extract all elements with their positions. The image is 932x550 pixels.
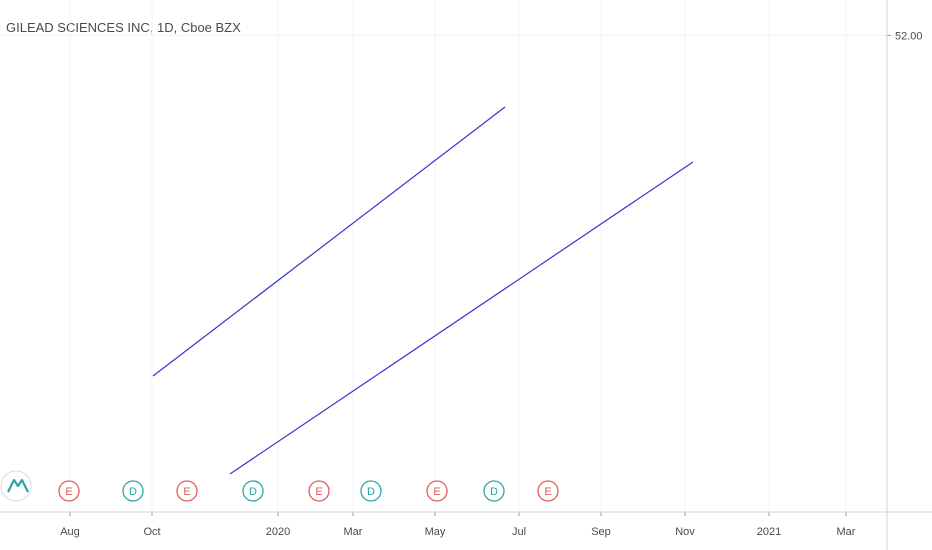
event-marker-dividend: D bbox=[483, 480, 505, 502]
event-letter: E bbox=[315, 486, 322, 498]
event-letter: E bbox=[65, 486, 72, 498]
event-marker-earnings: E bbox=[308, 480, 330, 502]
tradingview-logo bbox=[0, 470, 32, 502]
event-letter: D bbox=[490, 486, 498, 498]
x-tick-label: Jul bbox=[512, 526, 526, 538]
x-tick-label: Nov bbox=[675, 526, 695, 538]
chart-title: GILEAD SCIENCES INC, 1D, Cboe BZX bbox=[6, 20, 241, 35]
x-tick-label: Oct bbox=[143, 526, 160, 538]
event-circle bbox=[176, 480, 198, 502]
x-tick-label: Mar bbox=[837, 526, 856, 538]
x-tick-label: May bbox=[425, 526, 446, 538]
y-tick-label: 56.00 bbox=[895, 0, 923, 3]
event-marker-dividend: D bbox=[242, 480, 264, 502]
event-circle bbox=[360, 480, 382, 502]
x-tick-label: Sep bbox=[591, 526, 611, 538]
event-circle bbox=[58, 480, 80, 502]
logo-circle bbox=[0, 470, 32, 502]
event-circle bbox=[537, 480, 559, 502]
channel-lower-line bbox=[229, 161, 694, 475]
x-tick-label: 2021 bbox=[757, 526, 781, 538]
event-marker-earnings: E bbox=[426, 480, 448, 502]
event-marker-earnings: E bbox=[58, 480, 80, 502]
event-circle bbox=[122, 480, 144, 502]
event-circle bbox=[426, 480, 448, 502]
event-letter: D bbox=[129, 486, 137, 498]
event-letter: E bbox=[183, 486, 190, 498]
logo-mark bbox=[7, 478, 29, 493]
event-letter: E bbox=[433, 486, 440, 498]
event-letter: E bbox=[544, 486, 551, 498]
event-letter: D bbox=[249, 486, 257, 498]
y-tick-label: 52.00 bbox=[895, 30, 923, 42]
event-marker-dividend: D bbox=[122, 480, 144, 502]
event-marker-dividend: D bbox=[360, 480, 382, 502]
x-tick-label: 2020 bbox=[266, 526, 290, 538]
grid bbox=[0, 0, 887, 512]
drawings bbox=[152, 106, 694, 475]
event-circle bbox=[242, 480, 264, 502]
channel-upper-line bbox=[152, 106, 506, 377]
event-marker-earnings: E bbox=[176, 480, 198, 502]
event-letter: D bbox=[367, 486, 375, 498]
event-marker-earnings: E bbox=[537, 480, 559, 502]
x-tick-label: Aug bbox=[60, 526, 80, 538]
x-tick-label: Mar bbox=[344, 526, 363, 538]
event-circle bbox=[483, 480, 505, 502]
event-circle bbox=[308, 480, 330, 502]
